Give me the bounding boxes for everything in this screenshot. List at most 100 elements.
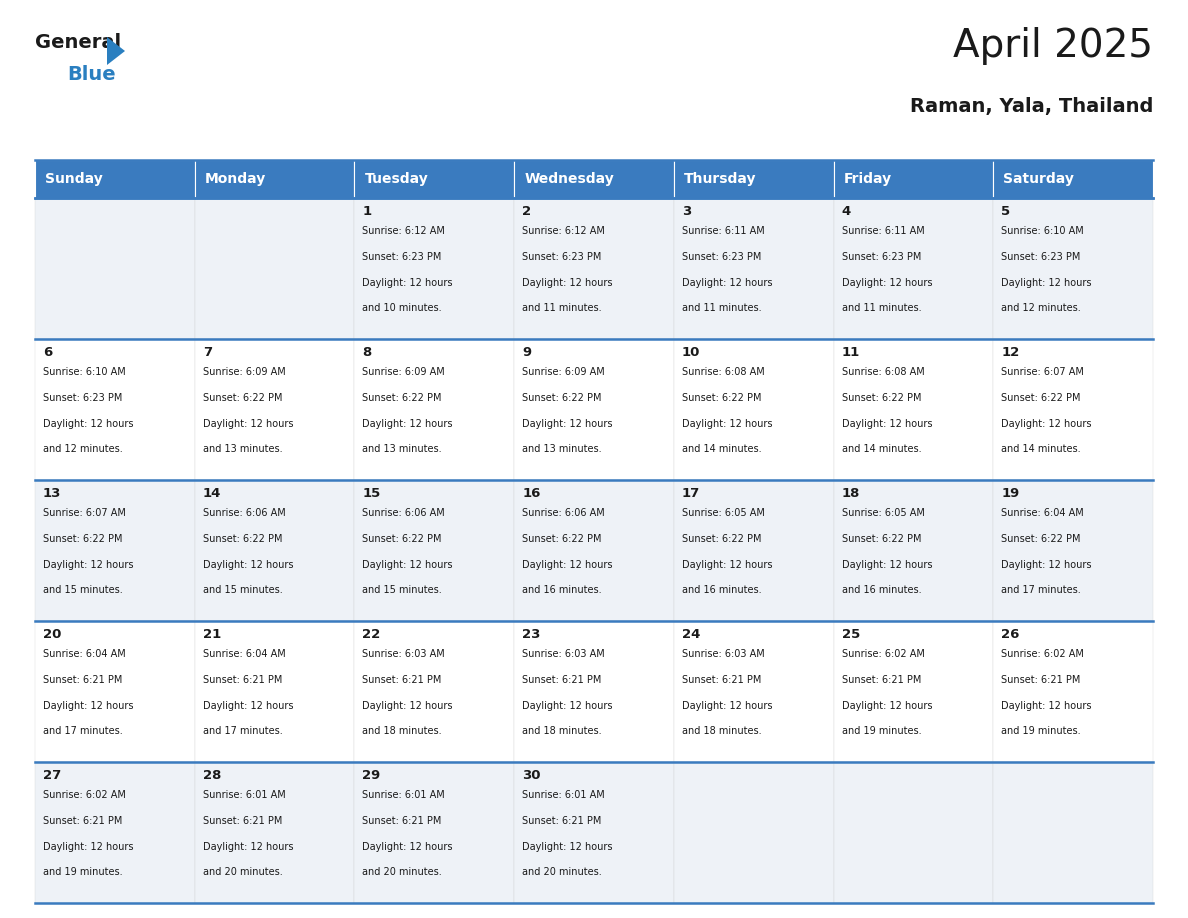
Text: Daylight: 12 hours: Daylight: 12 hours bbox=[203, 560, 293, 570]
Text: and 18 minutes.: and 18 minutes. bbox=[682, 726, 762, 736]
Text: Sunrise: 6:09 AM: Sunrise: 6:09 AM bbox=[362, 367, 446, 377]
Text: 3: 3 bbox=[682, 205, 691, 218]
Text: Daylight: 12 hours: Daylight: 12 hours bbox=[362, 419, 453, 429]
Text: and 17 minutes.: and 17 minutes. bbox=[1001, 586, 1081, 596]
Text: Sunset: 6:22 PM: Sunset: 6:22 PM bbox=[203, 533, 283, 543]
Text: Monday: Monday bbox=[204, 172, 266, 186]
Text: Sunset: 6:22 PM: Sunset: 6:22 PM bbox=[362, 533, 442, 543]
Text: and 14 minutes.: and 14 minutes. bbox=[682, 444, 762, 454]
Text: and 11 minutes.: and 11 minutes. bbox=[841, 304, 921, 313]
Text: Sunrise: 6:07 AM: Sunrise: 6:07 AM bbox=[1001, 367, 1085, 377]
Bar bbox=[195, 762, 354, 903]
Text: and 19 minutes.: and 19 minutes. bbox=[841, 726, 921, 736]
Bar bbox=[34, 762, 195, 903]
Text: Daylight: 12 hours: Daylight: 12 hours bbox=[43, 842, 133, 852]
Text: Sunrise: 6:08 AM: Sunrise: 6:08 AM bbox=[841, 367, 924, 377]
Text: Sunset: 6:22 PM: Sunset: 6:22 PM bbox=[362, 393, 442, 403]
Bar bbox=[834, 480, 993, 621]
Bar bbox=[514, 762, 674, 903]
Bar bbox=[34, 621, 195, 762]
Text: Daylight: 12 hours: Daylight: 12 hours bbox=[43, 700, 133, 711]
Text: Sunset: 6:22 PM: Sunset: 6:22 PM bbox=[841, 533, 921, 543]
Bar bbox=[34, 160, 195, 198]
Text: Daylight: 12 hours: Daylight: 12 hours bbox=[523, 700, 613, 711]
Text: April 2025: April 2025 bbox=[953, 27, 1154, 65]
Text: 13: 13 bbox=[43, 487, 62, 500]
Text: Sunset: 6:23 PM: Sunset: 6:23 PM bbox=[682, 252, 762, 262]
Bar bbox=[354, 762, 514, 903]
Text: Sunrise: 6:05 AM: Sunrise: 6:05 AM bbox=[841, 508, 924, 518]
Bar bbox=[834, 339, 993, 480]
Text: Sunset: 6:22 PM: Sunset: 6:22 PM bbox=[682, 393, 762, 403]
Bar bbox=[674, 621, 834, 762]
Bar bbox=[514, 160, 674, 198]
Text: Daylight: 12 hours: Daylight: 12 hours bbox=[203, 842, 293, 852]
Text: Daylight: 12 hours: Daylight: 12 hours bbox=[362, 842, 453, 852]
Text: and 17 minutes.: and 17 minutes. bbox=[203, 726, 283, 736]
Text: Daylight: 12 hours: Daylight: 12 hours bbox=[682, 560, 772, 570]
Text: 26: 26 bbox=[1001, 628, 1019, 641]
Text: Daylight: 12 hours: Daylight: 12 hours bbox=[43, 560, 133, 570]
Text: 28: 28 bbox=[203, 769, 221, 782]
Bar bbox=[34, 480, 195, 621]
Text: 5: 5 bbox=[1001, 205, 1011, 218]
Text: Sunrise: 6:05 AM: Sunrise: 6:05 AM bbox=[682, 508, 765, 518]
Text: Tuesday: Tuesday bbox=[365, 172, 428, 186]
Text: Sunset: 6:21 PM: Sunset: 6:21 PM bbox=[203, 816, 282, 826]
Bar bbox=[674, 480, 834, 621]
Text: General: General bbox=[34, 33, 121, 52]
Text: Sunset: 6:21 PM: Sunset: 6:21 PM bbox=[523, 675, 601, 685]
Text: and 15 minutes.: and 15 minutes. bbox=[43, 586, 122, 596]
Text: and 20 minutes.: and 20 minutes. bbox=[523, 868, 602, 878]
Text: and 13 minutes.: and 13 minutes. bbox=[523, 444, 602, 454]
Bar bbox=[514, 480, 674, 621]
Text: 1: 1 bbox=[362, 205, 372, 218]
Text: Sunset: 6:22 PM: Sunset: 6:22 PM bbox=[523, 393, 601, 403]
Text: Daylight: 12 hours: Daylight: 12 hours bbox=[362, 700, 453, 711]
Text: Sunset: 6:22 PM: Sunset: 6:22 PM bbox=[682, 533, 762, 543]
Text: Sunrise: 6:09 AM: Sunrise: 6:09 AM bbox=[203, 367, 285, 377]
Text: Wednesday: Wednesday bbox=[524, 172, 614, 186]
Text: Sunset: 6:22 PM: Sunset: 6:22 PM bbox=[1001, 393, 1081, 403]
Text: Blue: Blue bbox=[67, 65, 115, 84]
Bar bbox=[834, 621, 993, 762]
Text: Daylight: 12 hours: Daylight: 12 hours bbox=[1001, 419, 1092, 429]
Text: Daylight: 12 hours: Daylight: 12 hours bbox=[682, 419, 772, 429]
Text: Sunrise: 6:03 AM: Sunrise: 6:03 AM bbox=[362, 649, 446, 659]
Bar bbox=[993, 762, 1154, 903]
Text: Sunset: 6:21 PM: Sunset: 6:21 PM bbox=[362, 675, 442, 685]
Text: 23: 23 bbox=[523, 628, 541, 641]
Bar bbox=[195, 621, 354, 762]
Text: Daylight: 12 hours: Daylight: 12 hours bbox=[841, 700, 933, 711]
Text: Daylight: 12 hours: Daylight: 12 hours bbox=[523, 419, 613, 429]
Text: Sunrise: 6:01 AM: Sunrise: 6:01 AM bbox=[203, 790, 285, 800]
Bar bbox=[195, 339, 354, 480]
Text: Sunrise: 6:10 AM: Sunrise: 6:10 AM bbox=[43, 367, 126, 377]
Bar bbox=[354, 160, 514, 198]
Text: 19: 19 bbox=[1001, 487, 1019, 500]
Text: Daylight: 12 hours: Daylight: 12 hours bbox=[1001, 277, 1092, 287]
Text: and 18 minutes.: and 18 minutes. bbox=[523, 726, 602, 736]
Text: Sunset: 6:21 PM: Sunset: 6:21 PM bbox=[43, 816, 122, 826]
Text: 17: 17 bbox=[682, 487, 700, 500]
Text: and 15 minutes.: and 15 minutes. bbox=[362, 586, 442, 596]
Bar bbox=[514, 198, 674, 339]
Bar bbox=[834, 198, 993, 339]
Text: Daylight: 12 hours: Daylight: 12 hours bbox=[841, 419, 933, 429]
Text: Sunset: 6:21 PM: Sunset: 6:21 PM bbox=[523, 816, 601, 826]
Text: Daylight: 12 hours: Daylight: 12 hours bbox=[523, 277, 613, 287]
Text: Sunset: 6:22 PM: Sunset: 6:22 PM bbox=[841, 393, 921, 403]
Text: 6: 6 bbox=[43, 346, 52, 359]
Text: and 12 minutes.: and 12 minutes. bbox=[1001, 304, 1081, 313]
Text: Sunset: 6:21 PM: Sunset: 6:21 PM bbox=[841, 675, 921, 685]
Bar bbox=[195, 160, 354, 198]
Polygon shape bbox=[107, 37, 125, 65]
Text: 21: 21 bbox=[203, 628, 221, 641]
Text: Daylight: 12 hours: Daylight: 12 hours bbox=[841, 560, 933, 570]
Bar bbox=[195, 198, 354, 339]
Text: 2: 2 bbox=[523, 205, 531, 218]
Text: and 20 minutes.: and 20 minutes. bbox=[203, 868, 283, 878]
Text: Sunset: 6:23 PM: Sunset: 6:23 PM bbox=[841, 252, 921, 262]
Text: and 13 minutes.: and 13 minutes. bbox=[362, 444, 442, 454]
Text: 16: 16 bbox=[523, 487, 541, 500]
